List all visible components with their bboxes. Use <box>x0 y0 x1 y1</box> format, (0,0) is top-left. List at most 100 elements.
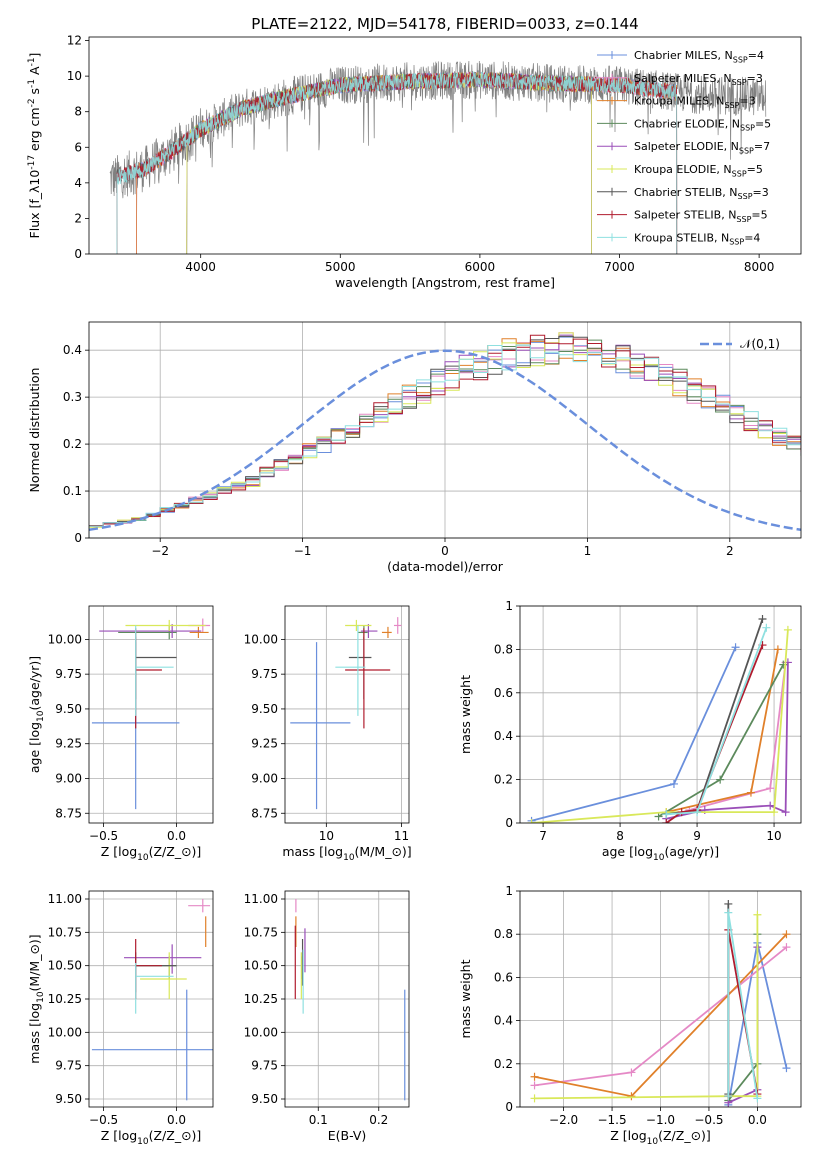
age-vs-Z-xtick-label: 0.0 <box>167 829 186 843</box>
residuals-panel: −2 −1 0 1 2 0 0.1 0.2 0.3 0.4 (data-model)/error No… <box>27 321 802 574</box>
age-vs-Z-ytick-label: 10.00 <box>48 632 82 646</box>
mass-vs-Z-ytick-label: 10.75 <box>48 925 82 939</box>
age-vs-mass-frame <box>284 605 410 824</box>
age-vs-Z-xtick-label: −0.5 <box>89 829 118 843</box>
massweight-vs-Z-xtick-label: 0.0 <box>748 1113 767 1127</box>
spectrum-model-line <box>136 71 678 254</box>
normal-reference-curve <box>89 349 801 532</box>
mass-vs-Z-ytick-label: 9.50 <box>55 1092 82 1106</box>
age-vs-Z-panel: −0.5 0.0 8.75 9.00 9.25 9.50 9.75 10.00 Z [log10… <box>27 605 214 863</box>
figure-title: PLATE=2122, MJD=54178, FIBERID=0033, z=0… <box>251 15 638 33</box>
legend-entry-label: Salpeter STELIB, NSSP​=5 <box>634 209 768 224</box>
mass-vs-Z-xtick-label: −0.5 <box>89 1113 118 1127</box>
massweight-vs-Z-xtick-label: −0.5 <box>694 1113 723 1127</box>
mass-vs-EBV-ytick-label: 11.00 <box>244 892 278 906</box>
spectrum-legend: Chabrier MILES, NSSP​=4 Salpeter MILES, N… <box>597 49 771 247</box>
mass-vs-EBV-xtick-label: 0.1 <box>309 1113 328 1127</box>
massweight-vs-age-ytick-label: 0.6 <box>494 686 513 700</box>
mass-vs-EBV-ytick-label: 9.75 <box>251 1059 278 1073</box>
mass-weight-marker <box>530 1094 539 1103</box>
histogram-step-line <box>89 334 801 538</box>
mass-vs-Z-ytick-label: 10.25 <box>48 992 82 1006</box>
residuals-xtick-label: −1 <box>294 544 312 558</box>
age-vs-mass-ytick-label: 10.00 <box>244 632 278 646</box>
mass-vs-Z-ylabel: mass [log10​(M/M_⊙)] <box>27 934 46 1063</box>
mass-weight-line <box>727 912 759 1099</box>
spectrum-xtick-label: 6000 <box>465 260 496 274</box>
mass-weight-marker <box>662 810 671 819</box>
mass-vs-EBV-plot-area <box>294 899 406 1101</box>
spectrum-model-line <box>136 71 678 254</box>
mass-weight-line <box>666 618 764 816</box>
mass-weight-marker <box>753 910 762 919</box>
massweight-vs-Z-ytick-label: 0.2 <box>494 1057 513 1071</box>
histogram-step-line <box>89 344 801 538</box>
mass-vs-EBV-ytick-label: 9.50 <box>251 1092 278 1106</box>
residuals-frame <box>88 321 802 539</box>
mass-weight-marker <box>783 625 792 634</box>
mass-weight-marker <box>724 899 733 908</box>
mass-vs-Z-xtick-label: 0.0 <box>167 1113 186 1127</box>
residuals-xtick-label: 2 <box>726 544 734 558</box>
spectrum-frame <box>88 36 802 255</box>
legend-entry-label: Chabrier MILES, NSSP​=4 <box>634 49 764 64</box>
spectrum-plot-area <box>109 60 767 254</box>
massweight-vs-Z-xtick-label: −2.0 <box>549 1113 578 1127</box>
spectrum-model-line <box>186 71 592 254</box>
spectrum-ytick-label: 10 <box>67 69 82 83</box>
spectrum-ytick-label: 0 <box>74 247 82 261</box>
residuals-xtick-label: −2 <box>151 544 169 558</box>
legend-entry-label: Kroupa STELIB, NSSP​=4 <box>634 231 760 246</box>
age-vs-Z-ytick-label: 9.50 <box>55 702 82 716</box>
massweight-vs-Z-ytick-label: 0.6 <box>494 970 513 984</box>
age-vs-Z-ytick-label: 8.75 <box>55 806 82 820</box>
histogram-step-line <box>89 334 801 538</box>
mass-weight-marker <box>530 1081 539 1090</box>
legend-entry-label: 𝒩(0,1) <box>740 337 780 351</box>
mass-weight-marker <box>716 775 725 784</box>
spectrum-xlabel: wavelength [Angstrom, rest frame] <box>335 275 555 290</box>
mass-vs-EBV-frame <box>284 890 410 1108</box>
mass-vs-Z-xlabel: Z [log10​(Z/Z_⊙)] <box>101 1128 202 1147</box>
mass-weight-marker <box>758 615 767 624</box>
spectrum-ytick-label: 6 <box>74 140 82 154</box>
mass-weight-marker <box>669 779 678 788</box>
residuals-ytick-label: 0.3 <box>63 390 82 404</box>
spectrum-xtick-label: 5000 <box>325 260 356 274</box>
age-vs-mass-xtick-label: 10 <box>319 829 334 843</box>
mass-vs-Z-ytick-label: 10.50 <box>48 959 82 973</box>
mass-weight-marker <box>782 1064 791 1073</box>
age-vs-mass-plot-area <box>290 617 402 810</box>
age-vs-Z-ytick-label: 9.00 <box>55 771 82 785</box>
mass-vs-Z-plot-area <box>91 899 213 1101</box>
mass-weight-marker <box>762 623 771 632</box>
mass-weight-marker <box>766 784 775 793</box>
age-vs-mass-panel: 10 11 8.75 9.00 9.25 9.50 9.75 10.00 mass [log10… <box>244 605 412 863</box>
age-vs-Z-frame <box>88 605 214 824</box>
residuals-ylabel: Normed distribution <box>27 368 42 493</box>
legend-entry-label: Salpeter ELODIE, NSSP​=7 <box>634 140 770 155</box>
mass-vs-EBV-xlabel: E(B-V) <box>328 1128 367 1143</box>
mass-weight-marker <box>782 943 791 952</box>
mass-vs-Z-panel: −0.5 0.0 9.50 9.75 10.00 10.25 10.50 10.75 11.00… <box>27 890 214 1147</box>
mass-weight-marker <box>724 908 733 917</box>
mass-weight-line <box>666 649 779 813</box>
spectrum-model-line <box>186 71 592 254</box>
massweight-vs-age-ytick-label: 0 <box>505 816 513 830</box>
mass-weight-marker <box>662 819 671 823</box>
massweight-vs-age-plot-area <box>527 615 792 823</box>
mass-vs-Z-ytick-label: 10.00 <box>48 1025 82 1039</box>
mass-vs-Z-ytick-label: 11.00 <box>48 892 82 906</box>
mass-weight-marker <box>781 808 790 817</box>
histogram-step-line <box>89 336 801 538</box>
mass-weight-line <box>531 646 737 822</box>
spectrum-ylabel: Flux [f_λ10-17​ erg cm-2​ s-1​ A-1​] <box>27 53 42 239</box>
mass-weight-marker <box>746 788 755 797</box>
massweight-vs-age-ytick-label: 0.8 <box>494 642 513 656</box>
massweight-vs-age-ylabel: mass weight <box>458 675 473 754</box>
spectrum-model-line <box>116 72 678 254</box>
massweight-vs-age-frame <box>519 605 802 824</box>
mass-vs-EBV-ytick-label: 10.25 <box>244 992 278 1006</box>
mass-weight-marker <box>753 1094 762 1103</box>
